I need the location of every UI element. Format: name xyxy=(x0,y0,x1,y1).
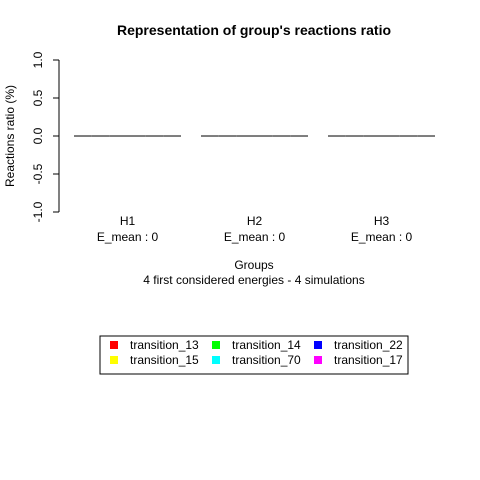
legend-swatch xyxy=(314,341,322,349)
legend-label: transition_22 xyxy=(334,338,403,352)
legend: transition_13transition_15transition_14t… xyxy=(100,336,408,374)
x-axis-label: Groups xyxy=(234,258,273,272)
legend-swatch xyxy=(110,341,118,349)
group-detail-label: E_mean : 0 xyxy=(97,230,159,244)
legend-label: transition_70 xyxy=(232,353,301,367)
y-axis-label: Reactions ratio (%) xyxy=(3,85,17,187)
chart-title: Representation of group's reactions rati… xyxy=(117,22,391,38)
group-detail-label: E_mean : 0 xyxy=(351,230,413,244)
legend-swatch xyxy=(212,341,220,349)
legend-label: transition_15 xyxy=(130,353,199,367)
y-tick-label: -1.0 xyxy=(31,201,45,222)
y-tick-label: 1.0 xyxy=(31,51,45,68)
group-name-label: H2 xyxy=(247,214,263,228)
group-name-label: H1 xyxy=(120,214,136,228)
chart-subtitle: 4 first considered energies - 4 simulati… xyxy=(143,273,364,287)
legend-swatch xyxy=(314,356,322,364)
group-detail-label: E_mean : 0 xyxy=(224,230,286,244)
y-axis: -1.0 -0.5 0.0 0.5 1.0 xyxy=(31,51,59,222)
legend-label: transition_14 xyxy=(232,338,301,352)
group-name-label: H3 xyxy=(374,214,390,228)
y-tick-label: 0.5 xyxy=(31,89,45,106)
legend-swatch xyxy=(212,356,220,364)
y-tick-label: 0.0 xyxy=(31,127,45,144)
legend-label: transition_13 xyxy=(130,338,199,352)
legend-label: transition_17 xyxy=(334,353,403,367)
group-labels: H1 E_mean : 0 H2 E_mean : 0 H3 E_mean : 0 xyxy=(97,214,413,244)
legend-swatch xyxy=(110,356,118,364)
y-tick-label: -0.5 xyxy=(31,163,45,184)
